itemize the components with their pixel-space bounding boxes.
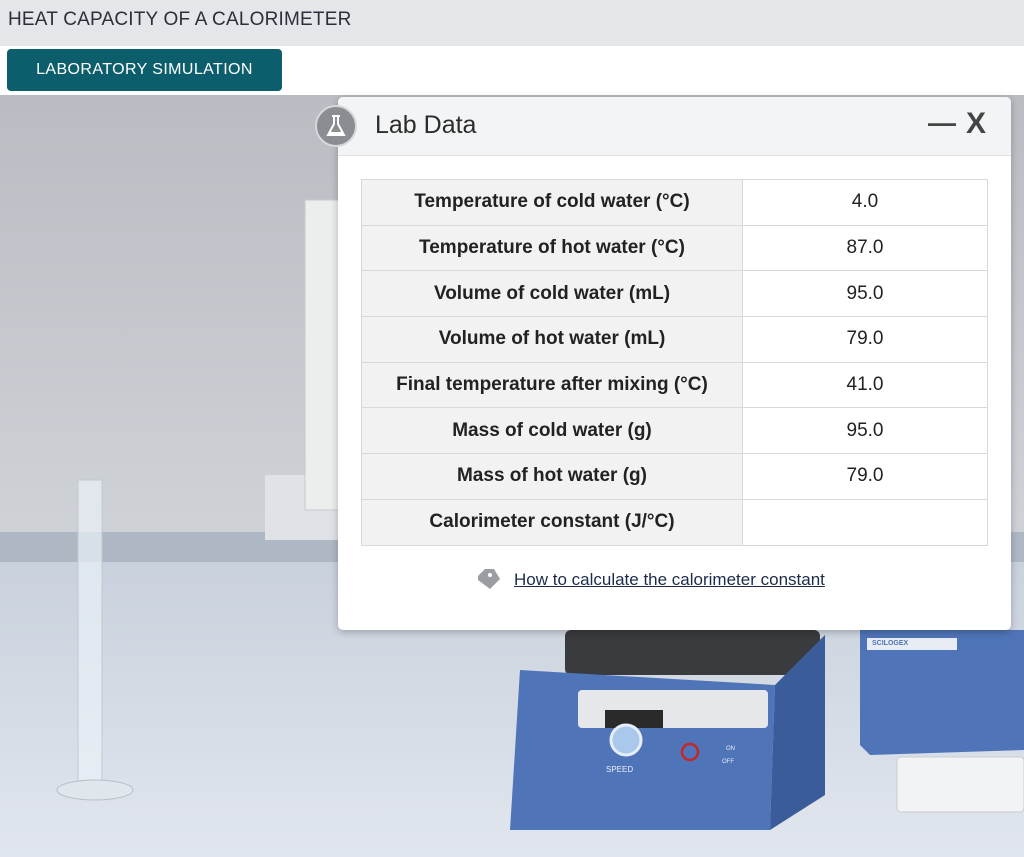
row-label: Volume of cold water (mL): [361, 270, 743, 318]
dialog-title: Lab Data: [375, 111, 477, 139]
table-row: Mass of cold water (g) 95.0: [361, 407, 988, 455]
row-value: 87.0: [742, 224, 988, 272]
table-row: Final temperature after mixing (°C) 41.0: [361, 361, 988, 409]
tray: [896, 756, 1024, 813]
flask-icon: [315, 105, 357, 147]
row-label: Final temperature after mixing (°C): [361, 361, 743, 409]
power-switch: [680, 742, 700, 762]
graduated-cylinder: [77, 479, 103, 791]
table-row: Calorimeter constant (J/°C): [361, 498, 988, 546]
row-value: 79.0: [742, 316, 988, 363]
brand-label: SCILOGEX: [872, 640, 909, 647]
cup-stack: [304, 199, 341, 511]
lab-data-table: Temperature of cold water (°C) 4.0 Tempera…: [361, 179, 988, 546]
table-row: Volume of cold water (mL) 95.0: [361, 270, 988, 318]
tag-icon: [478, 569, 500, 589]
row-value: 41.0: [742, 361, 988, 409]
speed-label: SPEED: [606, 765, 633, 774]
row-label: Calorimeter constant (J/°C): [361, 498, 743, 546]
row-value: 79.0: [742, 453, 988, 500]
second-device: [860, 630, 1024, 755]
stir-plate-top: [565, 630, 820, 675]
row-label: Volume of hot water (mL): [361, 316, 743, 363]
help-link[interactable]: How to calculate the calorimeter constan…: [514, 570, 825, 589]
row-value: 95.0: [742, 407, 988, 455]
dialog-header: Lab Data — X: [338, 97, 1011, 156]
row-value: 4.0: [742, 179, 988, 226]
brand-plate: [867, 638, 957, 650]
row-value: [742, 498, 988, 546]
off-label: OFF: [722, 759, 734, 765]
table-row: Temperature of cold water (°C) 4.0: [361, 179, 988, 226]
display: [605, 710, 663, 728]
tab-button[interactable]: LABORATORY SIMULATION: [7, 49, 282, 91]
page-title: HEAT CAPACITY OF A CALORIMETER: [8, 9, 352, 30]
row-label: Mass of hot water (g): [361, 453, 743, 500]
row-label: Mass of cold water (g): [361, 407, 743, 455]
minimize-button[interactable]: —: [928, 107, 956, 138]
row-label: Temperature of cold water (°C): [361, 179, 743, 226]
top-bar: HEAT CAPACITY OF A CALORIMETER: [0, 0, 1024, 46]
speed-knob: [609, 723, 643, 757]
flask-glyph: [326, 115, 346, 136]
row-label: Temperature of hot water (°C): [361, 224, 743, 272]
cylinder-base: [56, 779, 134, 801]
lab-data-dialog: Lab Data — X Temperature of cold water (…: [338, 97, 1011, 630]
table-row: Volume of hot water (mL) 79.0: [361, 316, 988, 363]
on-label: ON: [726, 746, 735, 752]
table-row: Mass of hot water (g) 79.0: [361, 453, 988, 500]
stir-plate-side: [770, 635, 825, 830]
tab-bar: LABORATORY SIMULATION: [0, 46, 1024, 95]
row-value: 95.0: [742, 270, 988, 318]
table-row: Temperature of hot water (°C) 87.0: [361, 224, 988, 272]
close-button[interactable]: X: [966, 107, 987, 140]
